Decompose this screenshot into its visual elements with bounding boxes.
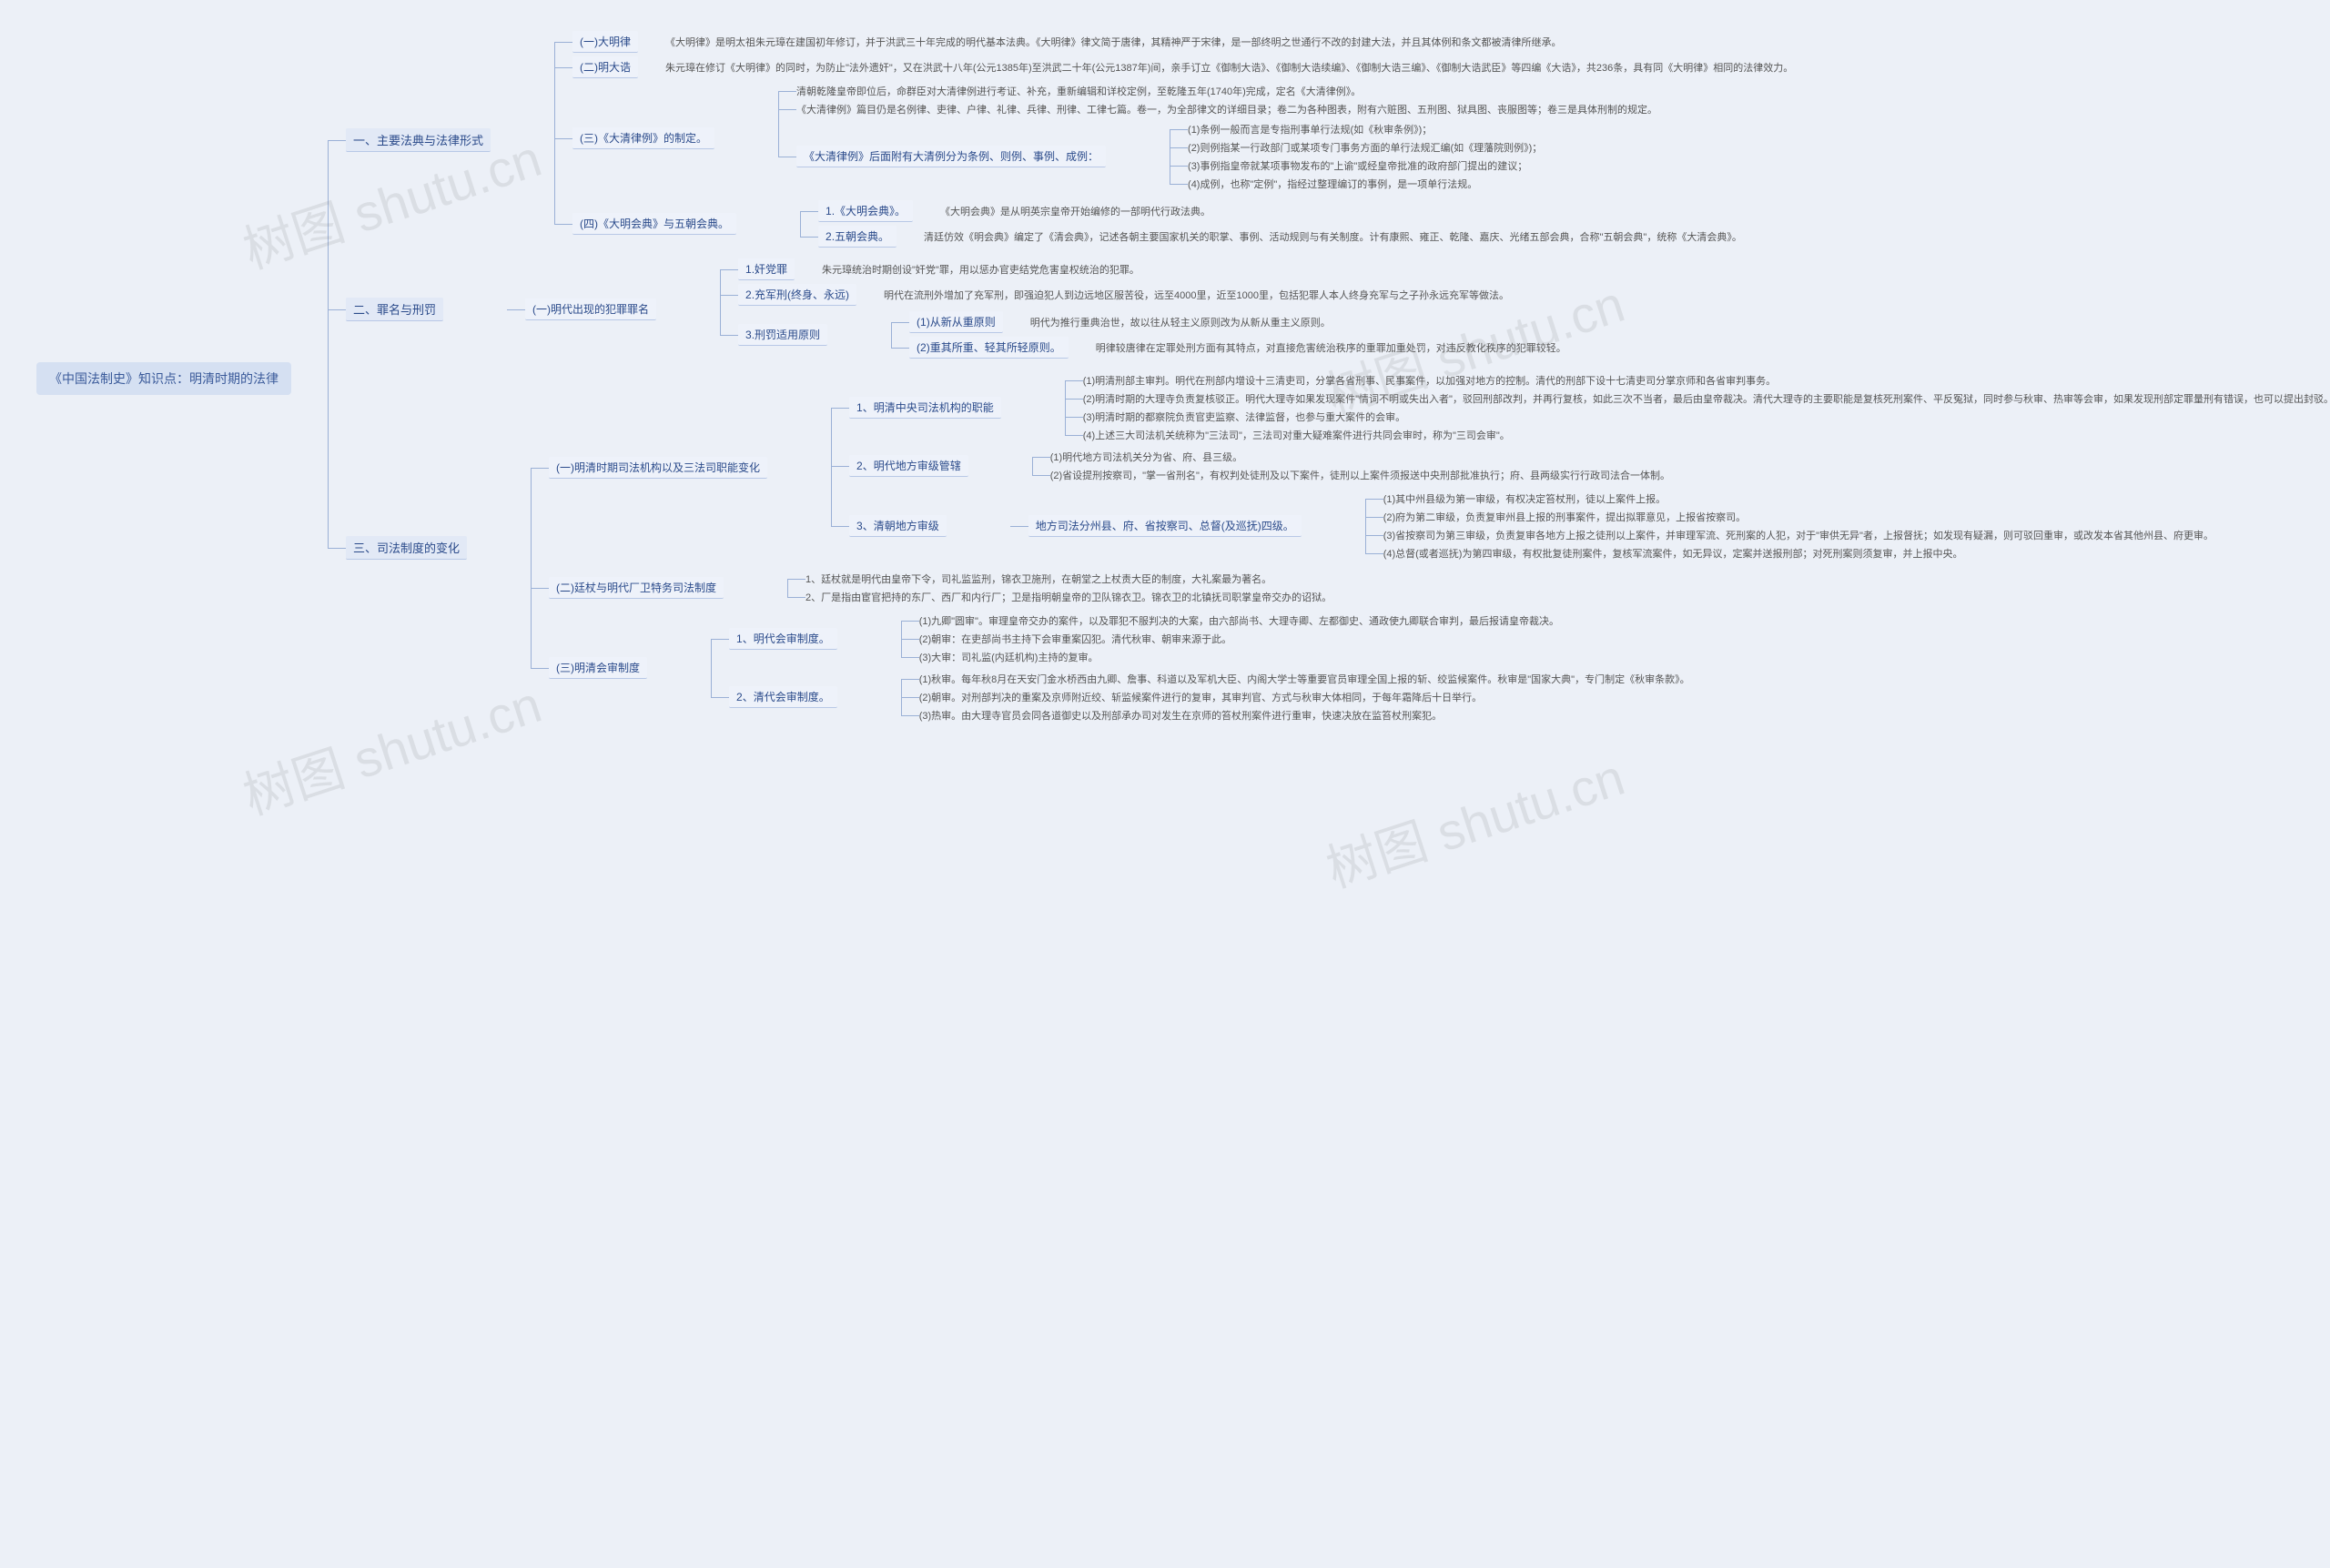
branch-1[interactable]: 一、主要法典与法律形式 <box>346 128 491 152</box>
root-node[interactable]: 《中国法制史》知识点：明清时期的法律 <box>36 362 291 395</box>
b1-n4-s1[interactable]: 1.《大明会典》。 <box>818 200 913 222</box>
b3-n2-l1: 1、廷杖就是明代由皇帝下令，司礼监监刑，锦衣卫施刑，在朝堂之上杖责大臣的制度，大… <box>805 572 1271 586</box>
b2-s2[interactable]: 2.充军刑(终身、永远) <box>738 284 856 306</box>
b1-n3-sub-l1: (1)条例一般而言是专指刑事单行法规(如《秋审条例》)； <box>1188 122 1432 137</box>
mindmap-root-container: 《中国法制史》知识点：明清时期的法律 一、主要法典与法律形式 (一)大明律 《大… <box>36 27 2294 730</box>
b3-n2[interactable]: (二)廷杖与明代厂卫特务司法制度 <box>549 577 724 599</box>
branch-3[interactable]: 三、司法制度的变化 <box>346 536 467 560</box>
b2-sub[interactable]: (一)明代出现的犯罪罪名 <box>525 298 656 320</box>
b2-s1-leaf: 朱元璋统治时期创设"奸党"罪，用以惩办官吏结党危害皇权统治的犯罪。 <box>822 262 1140 277</box>
b1-n3-l2: 《大清律例》篇目仍是名例律、吏律、户律、礼律、兵律、刑律、工律七篇。卷一，为全部… <box>796 102 1657 116</box>
b3-n3-s2[interactable]: 2、清代会审制度。 <box>729 686 837 708</box>
b3-n1-s1-l3: (3)明清时期的都察院负责官吏监察、法律监督，也参与重大案件的会审。 <box>1083 410 1405 424</box>
b3-n1-s1-l1: (1)明清刑部主审判。明代在刑部内增设十三清吏司，分掌各省刑事、民事案件，以加强… <box>1083 373 1776 388</box>
b1-n1[interactable]: (一)大明律 <box>572 31 638 53</box>
b3-n2-l2: 2、厂是指由宦官把持的东厂、西厂和内行厂；卫是指明朝皇帝的卫队锦衣卫。锦衣卫的北… <box>805 590 1332 604</box>
b3-n1-s1-l2: (2)明清时期的大理寺负责复核驳正。明代大理寺如果发现案件"情词不明或失出入者"… <box>1083 391 2330 406</box>
b1-n1-leaf: 《大明律》是明太祖朱元璋在建国初年修订，并于洪武三十年完成的明代基本法典。《大明… <box>665 35 1562 49</box>
b2-s3-l1-leaf: 明代为推行重典治世，故以往从轻主义原则改为从新从重主义原则。 <box>1030 315 1331 329</box>
b2-s3-l2-leaf: 明律较唐律在定罪处刑方面有其特点，对直接危害统治秩序的重罪加重处罚，对违反教化秩… <box>1096 340 1566 355</box>
b2-s1[interactable]: 1.奸党罪 <box>738 258 795 280</box>
b3-n1-s3-l2: (2)府为第二审级，负责复审州县上报的刑事案件，提出拟罪意见，上报省按察司。 <box>1383 510 1746 524</box>
b1-n2-leaf: 朱元璋在修订《大明律》的同时，为防止"法外遗奸"，又在洪武十八年(公元1385年… <box>665 60 1793 75</box>
b1-n3-sub-l3: (3)事例指皇帝就某项事物发布的"上谕"或经皇帝批准的政府部门提出的建议； <box>1188 158 1527 173</box>
b3-n1-s3-l4: (4)总督(或者巡抚)为第四审级，有权批复徒刑案件，复核军流案件，如无异议，定案… <box>1383 546 1963 561</box>
b2-s3[interactable]: 3.刑罚适用原则 <box>738 324 827 346</box>
b3-n1-s3[interactable]: 3、清朝地方审级 <box>849 515 947 537</box>
b1-n4-s2[interactable]: 2.五朝会典。 <box>818 226 897 248</box>
b3-n3-s1[interactable]: 1、明代会审制度。 <box>729 628 837 650</box>
b3-n1-s2[interactable]: 2、明代地方审级管辖 <box>849 455 968 477</box>
b1-n3-sub-l2: (2)则例指某一行政部门或某项专门事务方面的单行法规汇编(如《理藩院则例》)； <box>1188 140 1542 155</box>
b2-s3-l2[interactable]: (2)重其所重、轻其所轻原则。 <box>909 337 1069 359</box>
b3-n1-s2-l2: (2)省设提刑按察司，"掌一省刑名"，有权判处徒刑及以下案件，徒刑以上案件须报送… <box>1050 468 1670 482</box>
b3-n1-s2-l1: (1)明代地方司法机关分为省、府、县三级。 <box>1050 450 1242 464</box>
b3-n3-s1-l1: (1)九卿"圆审"。审理皇帝交办的案件，以及罪犯不服判决的大案，由六部尚书、大理… <box>919 613 1559 628</box>
b3-n3-s2-l1: (1)秋审。每年秋8月在天安门金水桥西由九卿、詹事、科道以及军机大臣、内阁大学士… <box>919 672 1690 686</box>
b3-n1-s3-l1: (1)其中州县级为第一审级，有权决定笞杖刑，徒以上案件上报。 <box>1383 491 1666 506</box>
b3-n1-s1[interactable]: 1、明清中央司法机构的职能 <box>849 397 1001 419</box>
branch-2[interactable]: 二、罪名与刑罚 <box>346 298 443 321</box>
watermark-4: 树图 shutu.cn <box>1316 737 1633 903</box>
b3-n1-s3-l3: (3)省按察司为第三审级，负责复审各地方上报之徒刑以上案件，并审理军流、死刑案的… <box>1383 528 2214 542</box>
b3-n3-s1-l3: (3)大审：司礼监(内廷机构)主持的复审。 <box>919 650 1099 664</box>
b1-n4[interactable]: (四)《大明会典》与五朝会典。 <box>572 213 736 235</box>
b3-n3-s2-l3: (3)热审。由大理寺官员会同各道御史以及刑部承办司对发生在京师的笞杖刑案件进行重… <box>919 708 1442 723</box>
b3-n1[interactable]: (一)明清时期司法机构以及三法司职能变化 <box>549 457 767 479</box>
b3-n1-s1-l4: (4)上述三大司法机关统称为"三法司"，三法司对重大疑难案件进行共同会审时，称为… <box>1083 428 1510 442</box>
b2-s2-leaf: 明代在流刑外增加了充军刑，即强迫犯人到边远地区服苦役，远至4000里，近至100… <box>884 288 1509 302</box>
b1-n3[interactable]: (三)《大清律例》的制定。 <box>572 127 714 149</box>
b1-n3-sub-l4: (4)成例，也称"定例"，指经过整理编订的事例，是一项单行法规。 <box>1188 177 1477 191</box>
b1-n4-s1-leaf: 《大明会典》是从明英宗皇帝开始编修的一部明代行政法典。 <box>940 204 1211 218</box>
b2-s3-l1[interactable]: (1)从新从重原则 <box>909 311 1003 333</box>
b1-n3-sub[interactable]: 《大清律例》后面附有大清例分为条例、则例、事例、成例： <box>796 146 1106 167</box>
b1-n3-l1: 清朝乾隆皇帝即位后，命群臣对大清律例进行考证、补充，重新编辑和详校定例，至乾隆五… <box>796 84 1361 98</box>
b1-n2[interactable]: (二)明大诰 <box>572 56 638 78</box>
b3-n1-s3-sub[interactable]: 地方司法分州县、府、省按察司、总督(及巡抚)四级。 <box>1028 515 1302 537</box>
b3-n3-s2-l2: (2)朝审。对刑部判决的重案及京师附近绞、斩监候案件进行的复审，其审判官、方式与… <box>919 690 1482 704</box>
level1-children: 一、主要法典与法律形式 (一)大明律 《大明律》是明太祖朱元璋在建国初年修订，并… <box>291 27 2330 730</box>
b1-n4-s2-leaf: 清廷仿效《明会典》编定了《清会典》，记述各朝主要国家机关的职掌、事例、活动规则与… <box>924 229 1742 244</box>
b3-n3-s1-l2: (2)朝审：在吏部尚书主持下会审重案囚犯。清代秋审、朝审来源于此。 <box>919 632 1231 646</box>
b3-n3[interactable]: (三)明清会审制度 <box>549 657 647 679</box>
